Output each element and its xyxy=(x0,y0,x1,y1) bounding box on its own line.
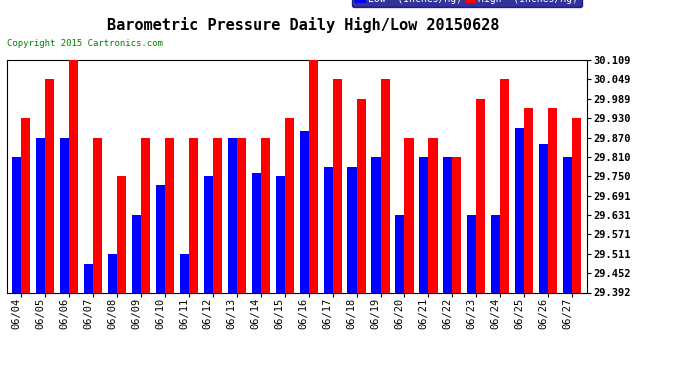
Bar xyxy=(491,215,500,292)
Bar xyxy=(443,157,453,292)
Bar xyxy=(84,264,93,292)
Bar xyxy=(132,215,141,292)
Bar xyxy=(189,138,198,292)
Bar xyxy=(348,166,357,292)
Bar xyxy=(428,138,437,292)
Text: Barometric Pressure Daily High/Low 20150628: Barometric Pressure Daily High/Low 20150… xyxy=(108,17,500,33)
Bar xyxy=(420,157,428,292)
Bar xyxy=(500,80,509,292)
Text: Copyright 2015 Cartronics.com: Copyright 2015 Cartronics.com xyxy=(7,39,163,48)
Bar xyxy=(404,138,413,292)
Bar xyxy=(117,176,126,292)
Bar xyxy=(563,157,572,292)
Bar xyxy=(539,144,548,292)
Bar xyxy=(515,128,524,292)
Bar xyxy=(548,108,558,292)
Bar xyxy=(12,157,21,292)
Bar xyxy=(36,138,46,292)
Bar xyxy=(357,99,366,292)
Bar xyxy=(308,60,318,292)
Bar xyxy=(165,138,174,292)
Bar xyxy=(467,215,476,292)
Bar xyxy=(395,215,404,292)
Bar xyxy=(237,138,246,292)
Bar xyxy=(476,99,486,292)
Bar xyxy=(371,157,380,292)
Bar xyxy=(108,254,117,292)
Bar xyxy=(299,131,308,292)
Bar xyxy=(275,176,285,292)
Bar xyxy=(156,184,165,292)
Bar xyxy=(572,118,581,292)
Legend: Low  (Inches/Hg), High  (Inches/Hg): Low (Inches/Hg), High (Inches/Hg) xyxy=(352,0,582,7)
Bar xyxy=(204,176,213,292)
Bar xyxy=(380,80,390,292)
Bar xyxy=(21,118,30,292)
Bar xyxy=(261,138,270,292)
Bar xyxy=(252,173,261,292)
Bar xyxy=(69,60,78,292)
Bar xyxy=(524,108,533,292)
Bar xyxy=(180,254,189,292)
Bar xyxy=(285,118,294,292)
Bar xyxy=(141,138,150,292)
Bar xyxy=(333,80,342,292)
Bar xyxy=(324,166,333,292)
Bar xyxy=(46,80,55,292)
Bar xyxy=(93,138,102,292)
Bar xyxy=(228,138,237,292)
Bar xyxy=(60,138,69,292)
Bar xyxy=(213,138,222,292)
Bar xyxy=(453,157,462,292)
